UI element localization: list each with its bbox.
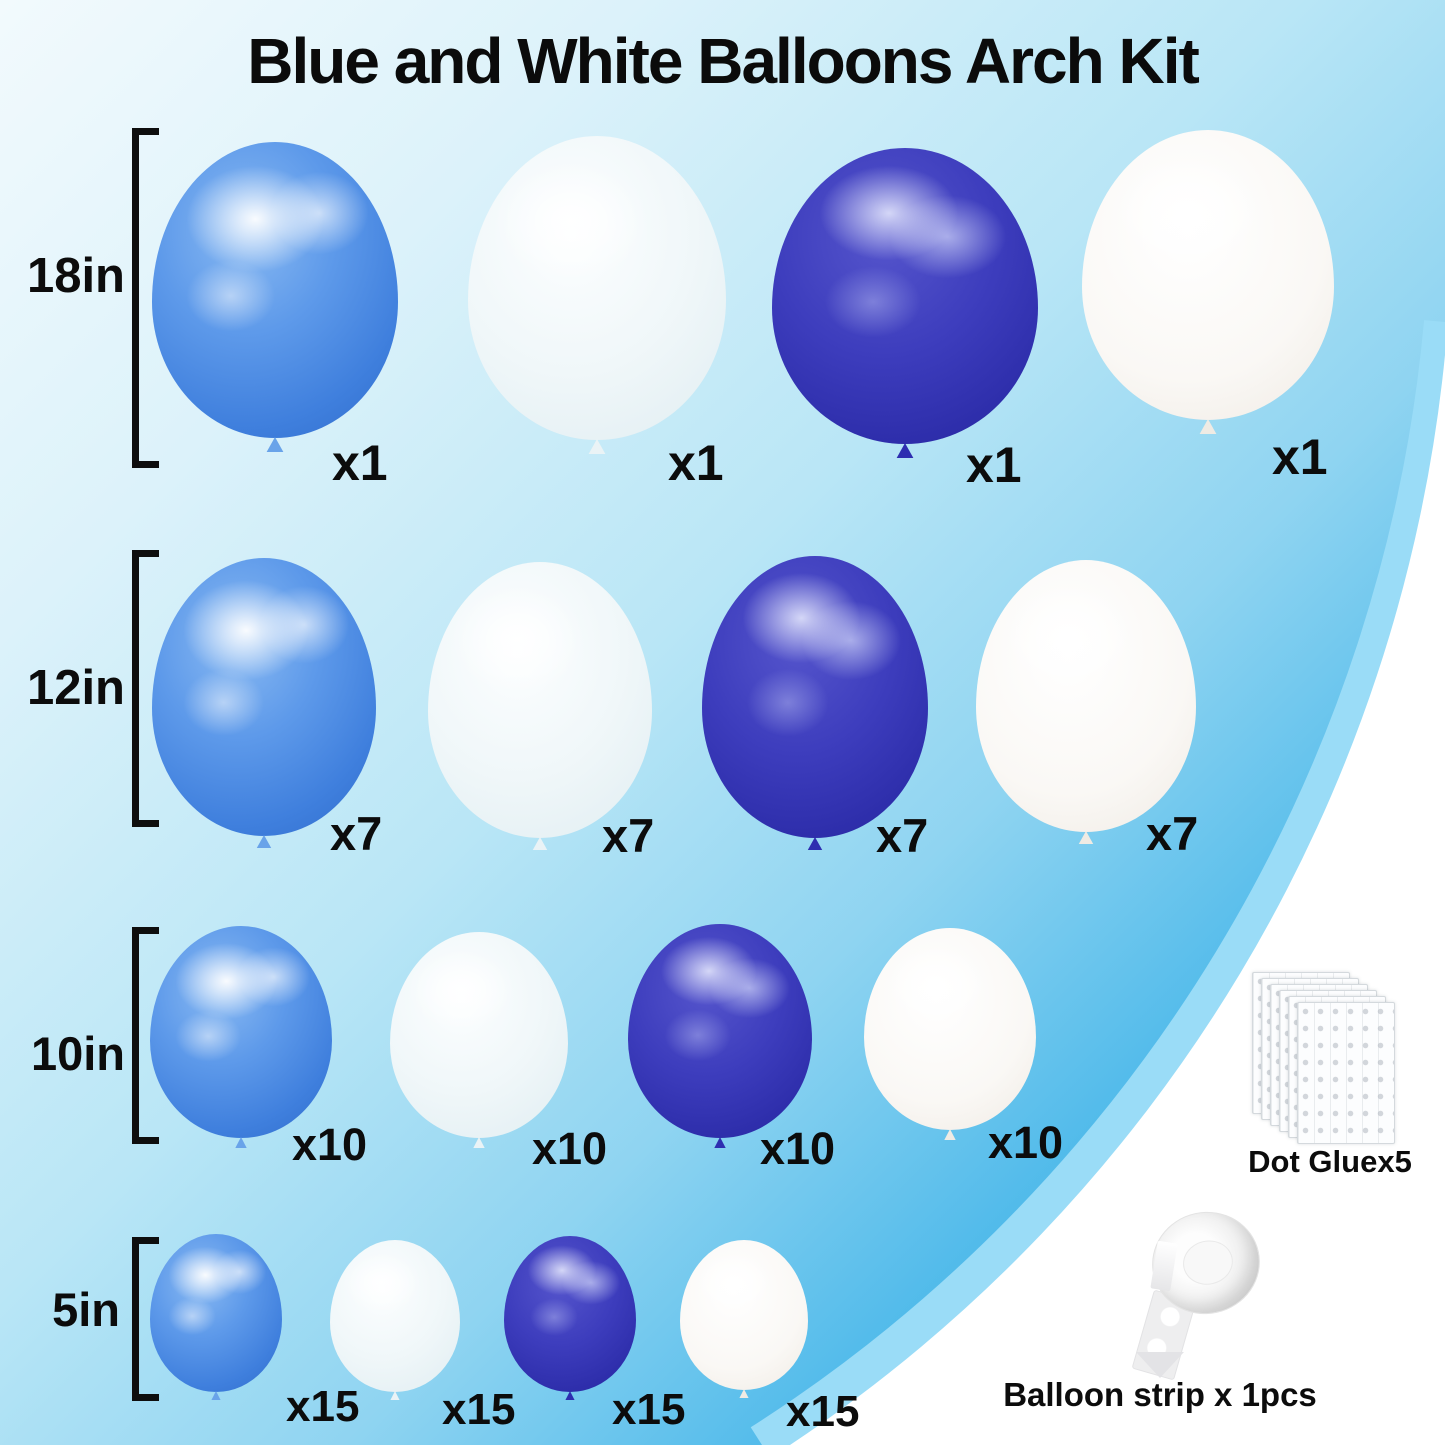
size-bracket-18in bbox=[132, 128, 159, 468]
balloon-10in-pale-blue bbox=[390, 932, 568, 1138]
count-label: x7 bbox=[602, 809, 655, 862]
page-title: Blue and White Balloons Arch Kit bbox=[247, 25, 1200, 97]
balloon-strip-label: Balloon strip x 1pcs bbox=[1003, 1376, 1317, 1413]
size-label-18in: 18in bbox=[26, 249, 125, 303]
count-label: x1 bbox=[332, 435, 388, 491]
count-label: x15 bbox=[612, 1385, 686, 1434]
balloon-10in-white bbox=[864, 928, 1036, 1130]
count-label: x15 bbox=[786, 1387, 860, 1436]
balloon-18in-royal-blue bbox=[772, 148, 1038, 444]
balloon-12in-royal-blue bbox=[702, 556, 928, 838]
count-label: x7 bbox=[1146, 807, 1199, 860]
count-label: x1 bbox=[668, 435, 724, 491]
dot-glue-label: Dot Gluex5 bbox=[1248, 1144, 1412, 1179]
size-label-10in: 10in bbox=[30, 1027, 125, 1080]
dot-glue-sheets bbox=[1252, 972, 1412, 1152]
count-label: x15 bbox=[286, 1382, 360, 1431]
balloon-5in-white bbox=[680, 1240, 808, 1390]
size-label-5in: 5in bbox=[52, 1283, 120, 1336]
balloon-12in-pale-blue bbox=[428, 562, 652, 838]
balloon-10in-blue bbox=[150, 926, 332, 1138]
balloon-5in-pale-blue bbox=[330, 1240, 460, 1392]
size-bracket-10in bbox=[132, 927, 159, 1144]
balloon-10in-royal-blue bbox=[628, 924, 812, 1138]
count-label: x10 bbox=[292, 1119, 368, 1170]
balloon-18in-pale-blue bbox=[468, 136, 726, 440]
count-label: x7 bbox=[876, 809, 929, 862]
count-label: x1 bbox=[1272, 429, 1328, 485]
balloon-5in-royal-blue bbox=[504, 1236, 636, 1392]
balloon-18in-white bbox=[1082, 130, 1334, 420]
balloon-5in-blue bbox=[150, 1234, 282, 1392]
count-label: x7 bbox=[330, 807, 383, 860]
size-bracket-5in bbox=[132, 1237, 159, 1401]
size-label-12in: 12in bbox=[26, 661, 125, 715]
count-label: x15 bbox=[442, 1385, 516, 1434]
dot-glue-sheet bbox=[1297, 1002, 1395, 1144]
count-label: x10 bbox=[532, 1123, 608, 1174]
balloon-12in-white bbox=[976, 560, 1196, 832]
count-label: x10 bbox=[988, 1117, 1064, 1168]
size-bracket-12in bbox=[132, 550, 159, 827]
count-label: x1 bbox=[966, 437, 1022, 493]
balloon-18in-blue bbox=[152, 142, 398, 438]
balloon-12in-blue bbox=[152, 558, 376, 836]
count-label: x10 bbox=[760, 1123, 836, 1174]
